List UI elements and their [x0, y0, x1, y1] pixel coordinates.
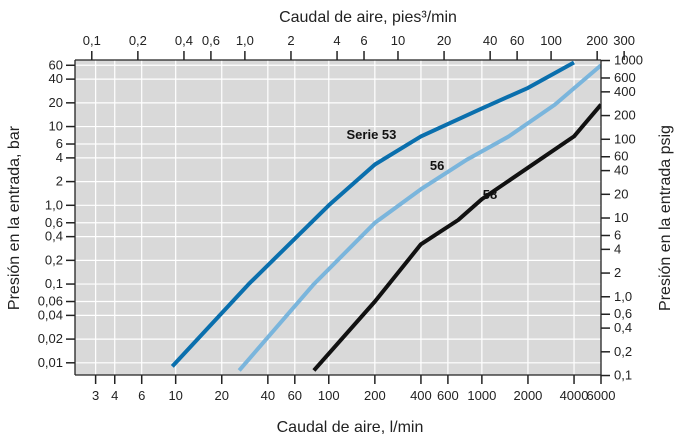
bottom-tick-label: 40 — [261, 388, 275, 403]
series-label-56: 56 — [430, 158, 444, 173]
right-tick-label: 0,1 — [614, 368, 632, 383]
bottom-tick-label: 4 — [111, 388, 118, 403]
left-tick-label: 60 — [49, 57, 63, 72]
series-labels: Serie 53 56 58 — [347, 127, 498, 202]
top-tick-label: 0,2 — [129, 33, 147, 48]
right-tick-label: 200 — [614, 108, 636, 123]
bottom-tick-label: 2000 — [513, 388, 542, 403]
bottom-tick-label: 6 — [138, 388, 145, 403]
plot-area — [75, 60, 601, 375]
right-tick-label: 6 — [614, 227, 621, 242]
left-tick-label: 2 — [56, 174, 63, 189]
top-axis-title: Caudal de aire, pies³/min — [279, 9, 457, 26]
right-tick-label: 40 — [614, 163, 628, 178]
top-tick-label: 2 — [287, 33, 294, 48]
left-tick-label: 20 — [49, 95, 63, 110]
bottom-tick-label: 10 — [168, 388, 182, 403]
bottom-tick-label: 4000 — [560, 388, 589, 403]
bottom-tick-label: 60 — [288, 388, 302, 403]
bottom-tick-label: 20 — [215, 388, 229, 403]
top-tick-label: 40 — [483, 33, 497, 48]
top-tick-label: 60 — [510, 33, 524, 48]
right-tick-label: 2 — [614, 265, 621, 280]
left-tick-label: 0,1 — [45, 276, 63, 291]
left-tick-label: 0,01 — [38, 355, 63, 370]
bottom-tick-label: 400 — [410, 388, 432, 403]
left-tick-label: 0,2 — [45, 252, 63, 267]
left-tick-label: 4 — [56, 150, 63, 165]
series-line-serie-53 — [170, 60, 575, 368]
right-tick-label: 20 — [614, 186, 628, 201]
left-tick-label: 6 — [56, 136, 63, 151]
top-tick-label: 100 — [540, 33, 562, 48]
bottom-axis-title: Caudal de aire, l/min — [277, 419, 424, 436]
top-tick-label: 10 — [391, 33, 405, 48]
right-tick-label: 0,4 — [614, 320, 632, 335]
top-tick-label: 4 — [333, 33, 340, 48]
right-tick-label: 10 — [614, 210, 628, 225]
right-tick-label: 400 — [614, 84, 636, 99]
top-tick-label: 0,6 — [202, 33, 220, 48]
top-tick-label: 0,1 — [83, 33, 101, 48]
left-tick-label: 0,04 — [38, 307, 63, 322]
right-tick-label: 0,6 — [614, 306, 632, 321]
left-tick-label: 0,02 — [38, 331, 63, 346]
left-tick-label: 1,0 — [45, 197, 63, 212]
bottom-tick-label: 3 — [92, 388, 99, 403]
right-axis-title: Presión en la entrada psig — [657, 125, 674, 311]
bottom-tick-label: 1000 — [467, 388, 496, 403]
top-tick-label: 200 — [586, 33, 608, 48]
series-line-58 — [312, 103, 601, 372]
grid-lines — [75, 60, 602, 375]
right-tick-label: 4 — [614, 241, 621, 256]
bottom-tick-label: 100 — [318, 388, 340, 403]
right-tick-label: 100 — [614, 131, 636, 146]
series-label-58: 58 — [483, 187, 497, 202]
series-layer — [170, 60, 601, 372]
left-tick-label: 40 — [49, 71, 63, 86]
bottom-tick-label: 600 — [437, 388, 459, 403]
series-label-serie-53: Serie 53 — [347, 127, 397, 142]
axis-layer: 3 4 6 10 20 40 60 100 200 400 600 1000 2000 400060000… — [38, 33, 643, 403]
bottom-tick-label: 200 — [364, 388, 386, 403]
top-tick-label: 1,0 — [236, 33, 254, 48]
right-tick-label: 60 — [614, 149, 628, 164]
right-tick-label: 600 — [614, 70, 636, 85]
top-tick-label: 20 — [437, 33, 451, 48]
left-axis-title: Presión en la entrada, bar — [6, 125, 23, 310]
right-tick-label: 0,2 — [614, 344, 632, 359]
left-tick-label: 0,6 — [45, 215, 63, 230]
left-tick-label: 0,06 — [38, 294, 63, 309]
left-tick-label: 0,4 — [45, 229, 63, 244]
top-tick-label: 6 — [360, 33, 367, 48]
right-tick-label: 1,0 — [614, 289, 632, 304]
right-tick-label: 1000 — [614, 53, 643, 68]
top-tick-label: 300 — [613, 33, 635, 48]
top-tick-label: 0,4 — [175, 33, 193, 48]
bottom-tick-label: 6000 — [587, 388, 616, 403]
series-line-56 — [237, 63, 601, 372]
left-tick-label: 10 — [49, 119, 63, 134]
